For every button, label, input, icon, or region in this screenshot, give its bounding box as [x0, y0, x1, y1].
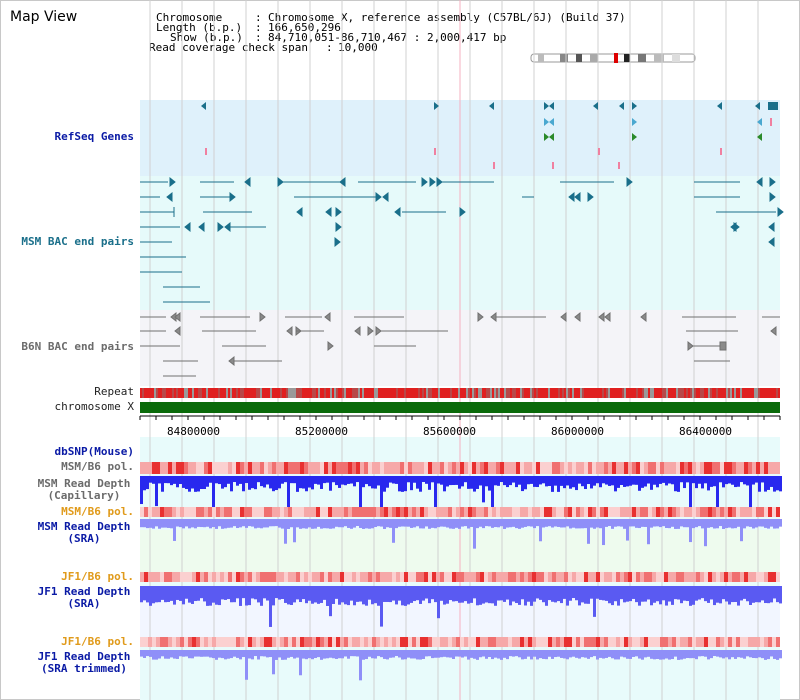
track-label-msm-depth-sra[interactable]: MSM Read Depth (SRA)	[28, 521, 140, 545]
axis-tick-label: 85200000	[295, 425, 348, 438]
jf1-depth-sra-track	[140, 586, 782, 627]
msm-depth-sra-line2: (SRA)	[67, 532, 101, 545]
track-label-msm-depth-capillary[interactable]: MSM Read Depth (Capillary)	[28, 478, 140, 502]
msm-b6-pol-track	[140, 462, 780, 474]
jf1-b6-pol-track-2	[140, 637, 780, 647]
track-label-chromosome[interactable]: chromosome X	[54, 400, 134, 413]
chromosome-bar	[140, 402, 780, 413]
jf1-depth-trimmed-line1: JF1 Read Depth	[37, 650, 131, 663]
jf1-depth-trimmed-line2: (SRA trimmed)	[40, 662, 128, 675]
info-colon-2: :	[255, 21, 262, 34]
jf1-depth-sra-line2: (SRA)	[67, 597, 101, 610]
jf1-depth-sra-line1: JF1 Read Depth	[37, 585, 131, 598]
refseq-gene-marks	[201, 102, 778, 141]
show-value: 84,710,051-86,710,467 : 2,000,417 bp	[268, 31, 507, 44]
length-key: Length (b.p.)	[156, 21, 243, 34]
info-colon-3: :	[255, 31, 262, 44]
msm-depth-capillary-line1: MSM Read Depth	[37, 477, 131, 490]
span-value: 10,000	[338, 41, 378, 54]
axis-tick-label: 86000000	[551, 425, 604, 438]
msm-depth-capillary-line2: (Capillary)	[47, 489, 121, 502]
track-label-msm-bac[interactable]: MSM BAC end pairs	[21, 235, 134, 248]
msm-depth-sra-track	[140, 519, 782, 549]
axis-tick-marks	[139, 416, 781, 420]
track-label-jf1-b6-pol-2[interactable]: JF1/B6 pol.	[61, 635, 134, 648]
track-label-b6n-bac[interactable]: B6N BAC end pairs	[21, 340, 134, 353]
track-label-msm-b6-pol-2[interactable]: MSM/B6 pol.	[61, 505, 134, 518]
jf1-b6-pol-track	[140, 572, 780, 582]
track-label-dbsnp[interactable]: dbSNP(Mouse)	[54, 445, 134, 458]
show-key: Show (b.p.)	[170, 31, 243, 44]
page-title: Map View	[10, 9, 78, 25]
track-label-repeat[interactable]: Repeat	[94, 385, 134, 398]
track-label-jf1-b6-pol[interactable]: JF1/B6 pol.	[61, 570, 134, 583]
info-colon-1: :	[255, 11, 262, 24]
axis-tick-label: 84800000	[167, 425, 220, 438]
track-label-jf1-depth-sra[interactable]: JF1 Read Depth (SRA)	[28, 586, 140, 610]
refseq-pink-marks	[205, 118, 772, 169]
msm-depth-sra-line1: MSM Read Depth	[37, 520, 131, 533]
chromosome-key: Chromosome	[156, 11, 223, 24]
track-label-msm-b6-pol[interactable]: MSM/B6 pol.	[61, 460, 134, 473]
track-label-jf1-depth-trimmed[interactable]: JF1 Read Depth (SRA trimmed)	[28, 651, 140, 675]
msm-b6-pol-track-2	[140, 507, 780, 517]
axis-tick-label: 86400000	[679, 425, 732, 438]
info-colon-4: :	[326, 41, 333, 54]
track-label-refseq[interactable]: RefSeq Genes	[54, 130, 134, 143]
chromosome-value: Chromosome X, reference assembly (C57BL/…	[268, 11, 626, 24]
grid-lines	[149, 0, 759, 700]
axis-tick-label: 85600000	[423, 425, 476, 438]
b6n-bac-pairs	[140, 311, 780, 377]
chromosome-ideogram[interactable]	[530, 52, 698, 64]
msm-bac-pairs	[140, 176, 784, 303]
repeat-track	[140, 388, 780, 398]
jf1-depth-trimmed-track	[140, 650, 782, 681]
length-value: 166,650,296	[268, 21, 341, 34]
span-key: Read coverage check span	[149, 41, 308, 54]
msm-depth-capillary-track	[140, 476, 782, 514]
